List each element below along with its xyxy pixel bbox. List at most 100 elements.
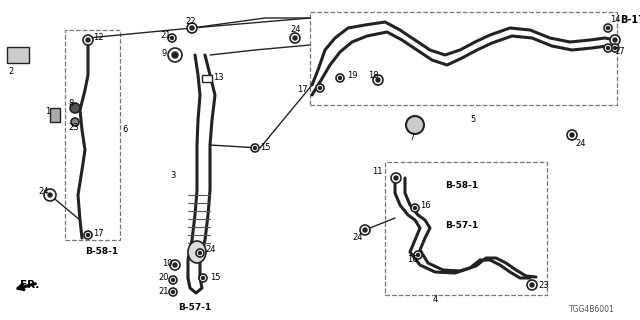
Circle shape [319, 86, 321, 90]
Circle shape [360, 225, 370, 235]
Circle shape [611, 44, 619, 52]
Text: 22: 22 [185, 18, 195, 27]
Circle shape [196, 249, 204, 257]
Circle shape [607, 27, 609, 29]
Circle shape [530, 283, 534, 287]
Circle shape [610, 35, 620, 45]
Circle shape [199, 274, 207, 282]
Circle shape [570, 133, 574, 137]
Circle shape [71, 118, 79, 126]
Text: 17: 17 [93, 228, 104, 237]
Bar [50, 108, 60, 122]
Circle shape [607, 46, 609, 50]
Circle shape [168, 34, 176, 42]
Text: 2: 2 [8, 68, 13, 76]
Circle shape [376, 78, 380, 82]
Ellipse shape [188, 241, 206, 263]
Text: 9: 9 [162, 49, 167, 58]
Circle shape [86, 234, 90, 236]
Text: 23: 23 [538, 281, 548, 290]
Circle shape [202, 276, 205, 279]
Text: 24: 24 [38, 188, 49, 196]
Text: 14: 14 [610, 15, 621, 25]
Circle shape [293, 36, 297, 40]
Circle shape [414, 251, 422, 259]
Text: 24: 24 [352, 233, 362, 242]
Circle shape [406, 116, 424, 134]
Text: 4: 4 [433, 295, 438, 305]
Text: 1: 1 [45, 108, 51, 116]
Circle shape [604, 44, 612, 52]
Text: 16: 16 [407, 255, 418, 265]
Circle shape [413, 206, 417, 210]
Text: 17: 17 [614, 47, 625, 57]
Bar [385, 162, 547, 295]
Circle shape [614, 46, 616, 50]
Bar [7, 47, 29, 63]
Text: B-17-20: B-17-20 [620, 15, 640, 25]
Text: 23: 23 [68, 124, 79, 132]
Circle shape [394, 176, 398, 180]
Text: 10: 10 [162, 259, 173, 268]
Circle shape [187, 23, 197, 33]
Circle shape [290, 33, 300, 43]
Text: TGG4B6001: TGG4B6001 [569, 306, 615, 315]
Circle shape [84, 231, 92, 239]
Text: 7: 7 [410, 133, 415, 142]
Text: B-57-1: B-57-1 [179, 303, 212, 313]
Text: 12: 12 [93, 34, 104, 43]
Circle shape [172, 291, 175, 293]
Text: 24: 24 [205, 245, 216, 254]
Circle shape [48, 193, 52, 197]
Circle shape [70, 103, 80, 113]
Circle shape [190, 26, 194, 30]
Circle shape [170, 260, 180, 270]
Text: 18: 18 [368, 71, 379, 81]
Text: 21: 21 [160, 31, 170, 41]
Circle shape [169, 288, 177, 296]
Text: 17: 17 [298, 85, 308, 94]
Circle shape [391, 173, 401, 183]
Circle shape [168, 48, 182, 62]
Circle shape [316, 84, 324, 92]
Circle shape [172, 278, 175, 282]
Text: 20: 20 [158, 274, 168, 283]
Text: 24: 24 [575, 139, 586, 148]
Text: 13: 13 [213, 74, 223, 83]
Text: 16: 16 [420, 202, 431, 211]
Text: 19: 19 [347, 71, 358, 81]
Circle shape [411, 204, 419, 212]
Circle shape [86, 38, 90, 42]
Circle shape [169, 276, 177, 284]
Bar [65, 30, 120, 240]
Text: 21: 21 [158, 287, 168, 297]
Text: 15: 15 [210, 274, 221, 283]
Circle shape [44, 189, 56, 201]
Circle shape [83, 35, 93, 45]
Bar [310, 12, 617, 105]
Circle shape [527, 280, 537, 290]
Text: B-58-1: B-58-1 [85, 247, 118, 257]
Circle shape [613, 38, 617, 42]
Text: B-58-1: B-58-1 [445, 180, 478, 189]
Circle shape [339, 76, 342, 79]
Text: FR.: FR. [20, 280, 40, 290]
Circle shape [198, 252, 202, 254]
Text: 8: 8 [68, 99, 74, 108]
Circle shape [251, 144, 259, 152]
Text: B-57-1: B-57-1 [445, 220, 478, 229]
Text: 3: 3 [170, 171, 175, 180]
Circle shape [336, 74, 344, 82]
Text: 5: 5 [470, 116, 476, 124]
Text: 11: 11 [372, 167, 383, 177]
Circle shape [253, 147, 257, 149]
Text: 24: 24 [290, 26, 301, 35]
Text: 6: 6 [122, 125, 127, 134]
Circle shape [173, 263, 177, 267]
Text: 15: 15 [260, 143, 271, 153]
Circle shape [170, 36, 173, 39]
Circle shape [567, 130, 577, 140]
Circle shape [363, 228, 367, 232]
Bar [202, 75, 212, 82]
Circle shape [373, 75, 383, 85]
